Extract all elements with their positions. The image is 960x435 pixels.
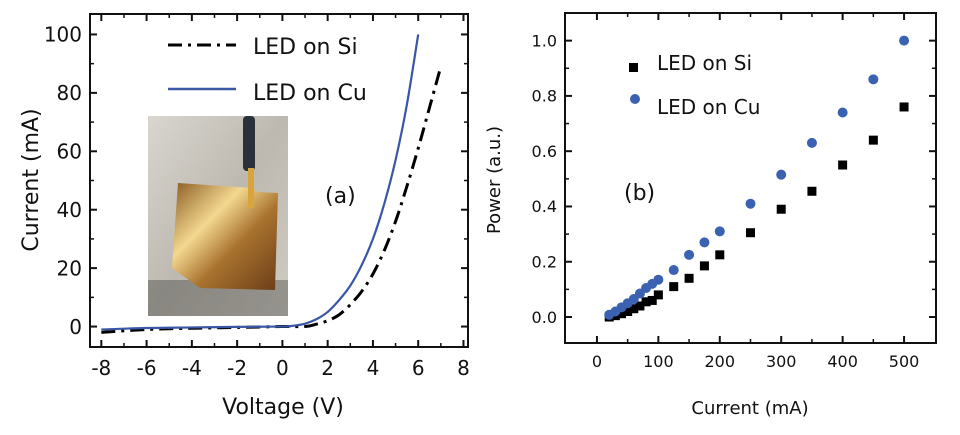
x-tick-label: 200 [705, 352, 736, 371]
y-tick-label: 40 [57, 198, 82, 222]
data-points-b [604, 35, 910, 322]
x-tick-label: 100 [643, 352, 674, 371]
y-tick-label: 0.0 [532, 308, 557, 327]
data-point-led-on-cu [837, 107, 848, 118]
data-point-led-on-si [776, 204, 786, 214]
data-point-led-on-si [899, 102, 909, 112]
x-tick-label: 4 [367, 356, 380, 380]
x-tick-label: -6 [137, 356, 157, 380]
panel-label-a: (a) [325, 184, 356, 209]
data-point-led-on-si [629, 304, 639, 314]
data-point-led-on-si [669, 282, 679, 292]
panel-b: 0 100 200 300 400 500 0.0 0.2 0.4 0.6 0.8 1.0 LED o… [484, 12, 937, 419]
x-tick-label: 2 [321, 356, 334, 380]
x-tick-label: 300 [766, 352, 797, 371]
data-point-led-on-si [868, 135, 878, 145]
data-point-led-on-si [715, 250, 725, 260]
x-axis-label-a: Voltage (V) [222, 395, 344, 420]
series-line-led-on-cu [101, 34, 420, 331]
inset-photo [148, 116, 288, 316]
data-point-led-on-si [684, 273, 694, 283]
legend-label-si: LED on Si [253, 35, 358, 60]
data-point-led-on-cu [699, 237, 710, 248]
data-point-led-on-si [746, 228, 755, 238]
data-point-led-on-si [807, 186, 817, 196]
data-point-led-on-si [653, 290, 663, 300]
x-tick-label: 6 [412, 356, 425, 380]
y-tick-label: 100 [44, 23, 82, 47]
axis-ticks-b: 0 100 200 300 400 500 0.0 0.2 0.4 0.6 0.8 1.0 [532, 13, 936, 371]
data-point-led-on-cu [668, 265, 679, 276]
data-point-led-on-si [617, 309, 627, 319]
x-tick-label: -8 [91, 356, 111, 380]
x-tick-label: 400 [827, 352, 858, 371]
x-tick-label: -2 [227, 356, 247, 380]
data-point-led-on-cu [899, 35, 910, 46]
y-axis-label-a: Current (mA) [19, 108, 44, 251]
y-tick-label: 0.6 [532, 142, 557, 161]
data-point-led-on-si [647, 295, 657, 305]
data-point-led-on-si [635, 301, 645, 311]
legend-marker-si [629, 63, 638, 72]
series-line-led-on-si [101, 66, 443, 334]
y-tick-label: 0 [69, 315, 82, 339]
y-tick-label: 0.8 [532, 87, 557, 106]
x-tick-label: 0 [592, 352, 602, 371]
legend-label-cu: LED on Cu [253, 81, 367, 106]
data-point-led-on-si [838, 160, 848, 170]
y-tick-label: 80 [57, 81, 82, 105]
x-tick-label: 8 [457, 356, 470, 380]
data-point-led-on-cu [868, 74, 879, 85]
x-tick-label: 500 [889, 352, 920, 371]
y-tick-label: 60 [57, 139, 82, 163]
y-tick-label: 20 [57, 256, 82, 280]
data-point-led-on-si [623, 306, 633, 316]
x-axis-label-b: Current (mA) [691, 398, 808, 419]
x-tick-label: 0 [276, 356, 289, 380]
data-point-led-on-cu [806, 137, 817, 148]
y-axis-label-b: Power (a.u.) [484, 126, 505, 234]
legend-label-cu: LED on Cu [657, 95, 760, 119]
x-tick-label: -4 [182, 356, 202, 380]
data-point-led-on-cu [653, 274, 664, 285]
legend-label-si: LED on Si [657, 51, 752, 75]
data-point-led-on-cu [714, 226, 725, 237]
data-point-led-on-si [699, 261, 709, 271]
data-point-led-on-cu [776, 169, 787, 180]
data-point-led-on-si [641, 297, 651, 307]
legend-marker-cu [630, 94, 640, 104]
y-tick-label: 1.0 [532, 31, 557, 50]
y-tick-label: 0.2 [532, 253, 557, 272]
data-point-led-on-cu [745, 198, 756, 209]
panel-label-b: (b) [624, 181, 655, 206]
y-tick-label: 0.4 [532, 197, 557, 216]
data-point-led-on-cu [684, 249, 695, 260]
